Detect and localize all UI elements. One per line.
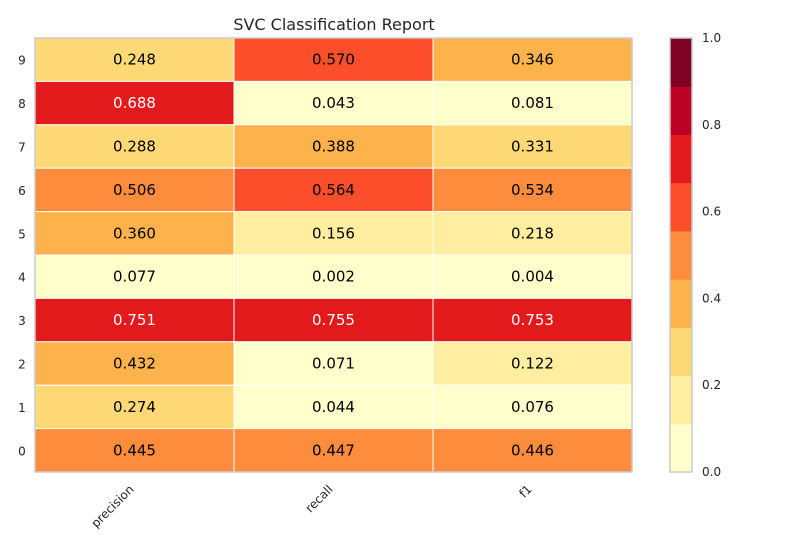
- heatmap-cell: [432, 254, 633, 299]
- heatmap-cell: [432, 80, 633, 126]
- heatmap-cell: [34, 37, 235, 82]
- colorbar-segment: [670, 86, 692, 135]
- y-tick-label: 6: [18, 184, 26, 198]
- cell-value-label: 0.331: [511, 138, 554, 156]
- cell-value-label: 0.156: [312, 224, 355, 242]
- heatmap-cell: [432, 384, 633, 430]
- colorbar-segment: [670, 375, 692, 425]
- heatmap-cell: [34, 384, 235, 430]
- heatmap-cell: [233, 341, 434, 386]
- cell-value-label: 0.043: [312, 94, 355, 112]
- cell-value-label: 0.248: [113, 51, 156, 69]
- colorbar-segment: [670, 182, 692, 232]
- cell-value-label: 0.122: [511, 355, 554, 373]
- heatmap-cell: [432, 297, 633, 343]
- heatmap-cell: [233, 124, 434, 169]
- x-tick-label: f1: [516, 482, 534, 500]
- cell-value-label: 0.688: [113, 94, 156, 112]
- cell-value-label: 0.360: [113, 224, 156, 242]
- colorbar-tick-label: 1.0: [702, 31, 721, 45]
- cell-value-label: 0.346: [511, 51, 554, 69]
- cell-value-label: 0.564: [312, 181, 355, 199]
- y-tick-label: 0: [18, 444, 26, 458]
- colorbar: [669, 37, 693, 473]
- y-tick-label: 8: [18, 97, 26, 111]
- colorbar-tick-label: 0.0: [702, 465, 721, 479]
- y-tick-label: 4: [18, 271, 26, 285]
- cell-value-label: 0.288: [113, 138, 156, 156]
- heatmap-cell: [233, 254, 434, 299]
- heatmap-cell: [34, 80, 235, 126]
- y-tick-label: 3: [18, 314, 26, 328]
- cell-value-label: 0.076: [511, 398, 554, 416]
- y-tick-label: 1: [18, 401, 26, 415]
- cell-value-label: 0.534: [511, 181, 554, 199]
- heatmap-cell: [233, 428, 434, 473]
- cell-value-label: 0.755: [312, 311, 355, 329]
- plot-frame: [34, 37, 633, 473]
- colorbar-segment: [670, 423, 692, 473]
- heatmap-cell: [233, 211, 434, 256]
- y-tick-label: 9: [18, 54, 26, 68]
- cell-value-label: 0.432: [113, 355, 156, 373]
- heatmap-cell: [34, 341, 235, 386]
- cell-value-label: 0.004: [511, 268, 554, 286]
- colorbar-segment: [670, 230, 692, 280]
- x-axis-ticks: precision recall f1: [88, 482, 534, 530]
- cell-value-label: 0.077: [113, 268, 156, 286]
- cell-value-label: 0.044: [312, 398, 355, 416]
- cell-value-label: 0.751: [113, 311, 156, 329]
- heatmap-cells: 0.248 0.570 0.346 0.688 0.043 0.081 0.288 0.388…: [34, 37, 633, 473]
- colorbar-tick-label: 0.2: [702, 378, 721, 392]
- colorbar-segment: [670, 327, 692, 377]
- heatmap-cell: [233, 37, 434, 82]
- heatmap-cell: [34, 428, 235, 473]
- heatmap-cell: [432, 167, 633, 213]
- colorbar-tick-label: 0.8: [702, 118, 721, 132]
- colorbar-frame: [669, 37, 693, 473]
- heatmap-cell: [34, 297, 235, 343]
- chart-title: SVC Classification Report: [233, 15, 434, 34]
- y-tick-label: 7: [18, 141, 26, 155]
- x-tick-label: recall: [303, 482, 336, 515]
- cell-value-label: 0.570: [312, 51, 355, 69]
- cell-value-label: 0.274: [113, 398, 156, 416]
- cell-value-label: 0.081: [511, 94, 554, 112]
- y-tick-label: 2: [18, 358, 26, 372]
- heatmap-cell: [34, 167, 235, 213]
- x-tick-label: precision: [88, 482, 136, 530]
- cell-value-label: 0.388: [312, 138, 355, 156]
- colorbar-ticks: 0.0 0.2 0.4 0.6 0.8 1.0: [702, 31, 721, 479]
- y-tick-label: 5: [18, 227, 26, 241]
- cell-value-label: 0.753: [511, 311, 554, 329]
- cell-value-label: 0.218: [511, 224, 554, 242]
- colorbar-segment: [670, 279, 692, 328]
- colorbar-segment: [670, 134, 692, 184]
- cell-value-label: 0.447: [312, 441, 355, 459]
- cell-value-label: 0.445: [113, 441, 156, 459]
- y-axis-ticks: 9 8 7 6 5 4 3 2 1 0: [18, 54, 26, 459]
- heatmap-cell: [233, 297, 434, 343]
- cell-value-label: 0.002: [312, 268, 355, 286]
- cell-value-label: 0.446: [511, 441, 554, 459]
- cell-value-label: 0.506: [113, 181, 156, 199]
- cell-value-label: 0.071: [312, 355, 355, 373]
- colorbar-tick-label: 0.6: [702, 205, 721, 219]
- colorbar-tick-label: 0.4: [702, 291, 721, 305]
- colorbar-segment: [670, 38, 692, 87]
